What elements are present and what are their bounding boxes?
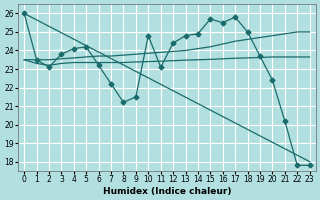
X-axis label: Humidex (Indice chaleur): Humidex (Indice chaleur): [103, 187, 231, 196]
